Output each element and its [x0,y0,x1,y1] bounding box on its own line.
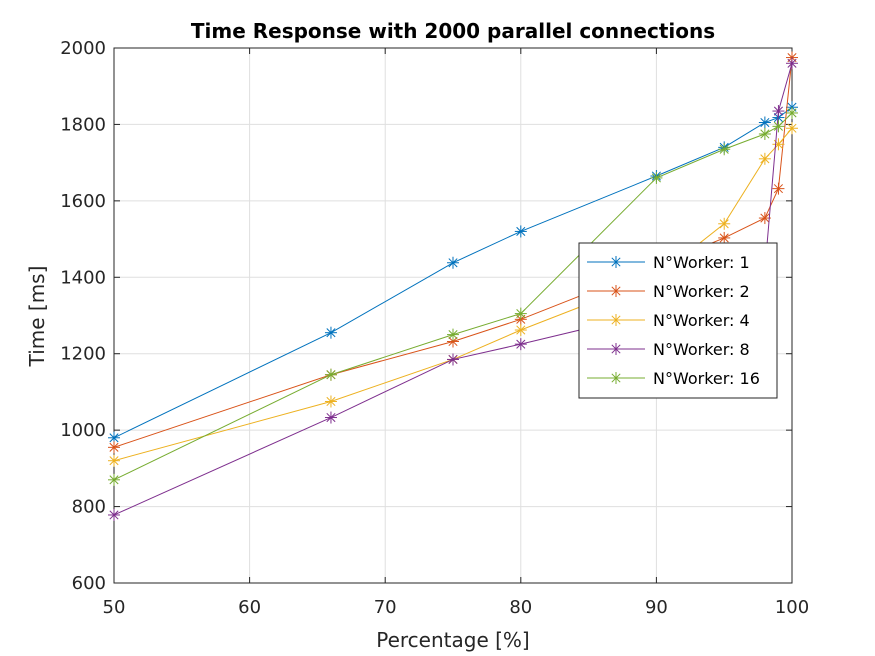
data-point [324,326,337,339]
data-point [514,225,527,238]
y-tick-label: 800 [72,497,106,518]
data-point [514,324,527,337]
data-point [758,152,771,165]
data-point [447,353,459,366]
series-group [108,51,798,521]
y-tick-label: 600 [72,573,106,594]
y-axis-label: Time [ms] [25,266,49,368]
y-tick-label: 1800 [60,114,106,135]
legend-item: N°Worker: 4 [587,311,750,330]
data-point [718,217,731,230]
axis-ticks [113,47,793,584]
data-point [772,182,785,195]
legend-label: N°Worker: 2 [653,282,750,301]
legend: N°Worker: 1 N°Worker: 2 N°Worker: 4 N°Worke… [578,242,778,399]
legend-label: N°Worker: 1 [653,253,750,272]
legend-label: N°Worker: 4 [653,311,750,330]
x-tick-label: 90 [645,597,668,618]
data-point [772,105,785,118]
legend-label: N°Worker: 8 [653,340,750,359]
legend-item: N°Worker: 2 [587,282,750,301]
data-point [514,338,527,351]
data-point [650,171,663,184]
legend-marker [610,285,622,297]
data-point [718,143,731,156]
x-tick-labels: 50 60 70 80 90 100 [103,597,810,618]
legend-item: N°Worker: 16 [587,369,760,388]
chart-title: Time Response with 2000 parallel connect… [191,19,715,43]
data-point [786,57,798,70]
data-point [324,395,337,408]
y-tick-label: 1000 [60,420,106,441]
legend-item: N°Worker: 8 [587,340,750,359]
x-tick-label: 100 [775,597,809,618]
x-tick-label: 80 [509,597,532,618]
data-point [108,508,120,521]
legend-marker [610,256,622,268]
y-tick-label: 1400 [60,267,106,288]
y-tick-labels: 600 800 1000 1200 1400 1600 1800 2000 [60,38,106,594]
legend-marker [610,343,622,355]
data-point [786,106,798,119]
data-point [772,120,785,133]
legend-marker [610,314,622,326]
data-point [447,328,459,341]
x-axis-label: Percentage [%] [376,628,529,652]
data-point [772,138,785,151]
plot-area [113,47,793,584]
data-point [758,127,771,140]
data-point [108,473,120,486]
legend-label: N°Worker: 16 [653,369,760,388]
y-tick-label: 1600 [60,191,106,212]
data-point [324,368,337,381]
data-point [108,454,120,467]
legend-item: N°Worker: 1 [587,253,750,272]
legend-marker [610,372,622,384]
data-point [108,441,120,454]
data-point [718,231,731,244]
y-tick-label: 1200 [60,344,106,365]
data-point [758,116,771,129]
data-point [447,256,459,269]
y-tick-label: 2000 [60,38,106,59]
series-5 [108,106,798,486]
data-point [324,411,337,424]
x-tick-label: 60 [238,597,261,618]
x-tick-label: 70 [374,597,397,618]
x-tick-label: 50 [103,597,126,618]
data-point [514,307,527,320]
data-point [786,122,798,135]
data-point [447,335,459,348]
